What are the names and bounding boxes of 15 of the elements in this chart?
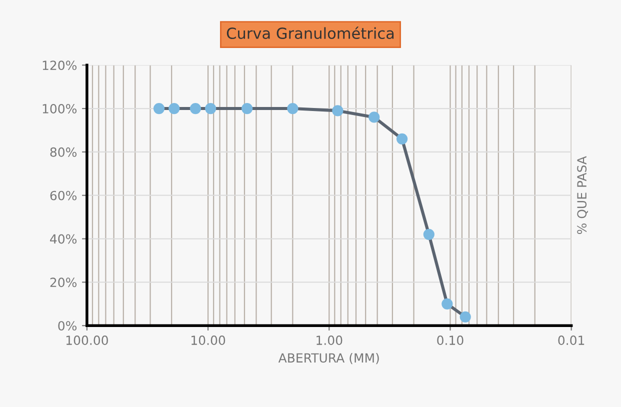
x-tick-label: 10.00 <box>192 336 226 345</box>
x-tick-label: 0.01 <box>558 336 584 345</box>
y-tick-label: 100% <box>42 104 77 114</box>
x-tick-label: 1.00 <box>316 336 342 345</box>
x-tick-label: 100.00 <box>66 336 108 345</box>
y-tick-label: 20% <box>50 278 77 288</box>
y-axis-title: % QUE PASA <box>577 156 588 234</box>
y-tick-label: 0% <box>58 321 77 331</box>
chart-title: Curva Granulométrica <box>226 26 394 40</box>
y-tick-label: 40% <box>50 234 77 244</box>
x-tick-label: 0.10 <box>437 336 464 345</box>
y-tick-label: 120% <box>42 60 77 70</box>
y-tick-label: 80% <box>50 147 77 157</box>
y-tick-label: 60% <box>50 190 77 200</box>
x-axis-title: ABERTURA (MM) <box>278 352 379 364</box>
